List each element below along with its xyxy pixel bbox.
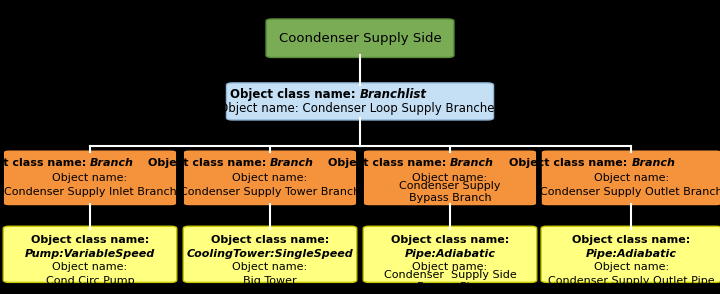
FancyBboxPatch shape [363, 226, 537, 282]
Text: Object name:: Object name: [53, 173, 127, 183]
Text: Object name:: Object name: [594, 262, 669, 272]
FancyBboxPatch shape [541, 150, 720, 206]
Text: Object name:: Object name: [594, 173, 669, 183]
Text: Object class name:: Object class name: [328, 158, 450, 168]
Text: Condenser Supply Outlet Pipe: Condenser Supply Outlet Pipe [548, 276, 715, 286]
Text: Pipe:Adiabatic: Pipe:Adiabatic [586, 249, 677, 259]
Text: Branch: Branch [270, 158, 314, 168]
Text: Condenser Supply
Bypass Branch: Condenser Supply Bypass Branch [400, 181, 500, 203]
Text: Branch: Branch [450, 158, 494, 168]
Text: Pump:VariableSpeed: Pump:VariableSpeed [25, 249, 155, 259]
Text: Object class name:: Object class name: [31, 235, 149, 245]
Text: Object name:: Object name: [233, 173, 307, 183]
Text: Branchlist: Branchlist [360, 88, 427, 101]
FancyBboxPatch shape [183, 150, 357, 206]
Text: Object class name:: Object class name: [572, 235, 690, 245]
FancyBboxPatch shape [266, 19, 454, 58]
Text: CoolingTower:SingleSpeed: CoolingTower:SingleSpeed [186, 249, 354, 259]
Text: Cond Circ Pump: Cond Circ Pump [45, 276, 135, 286]
Text: Object name:: Object name: [413, 262, 487, 272]
Text: Pipe:Adiabatic: Pipe:Adiabatic [405, 249, 495, 259]
Text: Object class name:: Object class name: [230, 88, 360, 101]
Text: Branch: Branch [631, 158, 675, 168]
FancyBboxPatch shape [3, 226, 177, 282]
FancyBboxPatch shape [183, 226, 357, 282]
Text: Object class name:: Object class name: [148, 158, 270, 168]
Text: Object name:: Object name: [413, 173, 487, 183]
Text: Condenser Supply Inlet Branch: Condenser Supply Inlet Branch [4, 187, 176, 197]
Text: Object class name:: Object class name: [0, 158, 90, 168]
Text: Condenser Supply Outlet Branch: Condenser Supply Outlet Branch [540, 187, 720, 197]
Text: Object class name:: Object class name: [211, 235, 329, 245]
FancyBboxPatch shape [226, 83, 494, 120]
Text: Object name:: Object name: [53, 262, 127, 272]
Text: Condenser Supply Tower Branch: Condenser Supply Tower Branch [180, 187, 360, 197]
Text: Coondenser Supply Side: Coondenser Supply Side [279, 32, 441, 45]
Text: Object class name:: Object class name: [509, 158, 631, 168]
Text: Condenser  Supply Side
Bypass Pipe: Condenser Supply Side Bypass Pipe [384, 270, 516, 292]
Text: Object name: Condenser Loop Supply Branches: Object name: Condenser Loop Supply Branc… [219, 102, 501, 115]
Text: Object name:: Object name: [233, 262, 307, 272]
FancyBboxPatch shape [363, 150, 537, 206]
FancyBboxPatch shape [541, 226, 720, 282]
Text: Branch: Branch [90, 158, 134, 168]
Text: Object class name:: Object class name: [391, 235, 509, 245]
FancyBboxPatch shape [3, 150, 177, 206]
Text: Big Tower: Big Tower [243, 276, 297, 286]
